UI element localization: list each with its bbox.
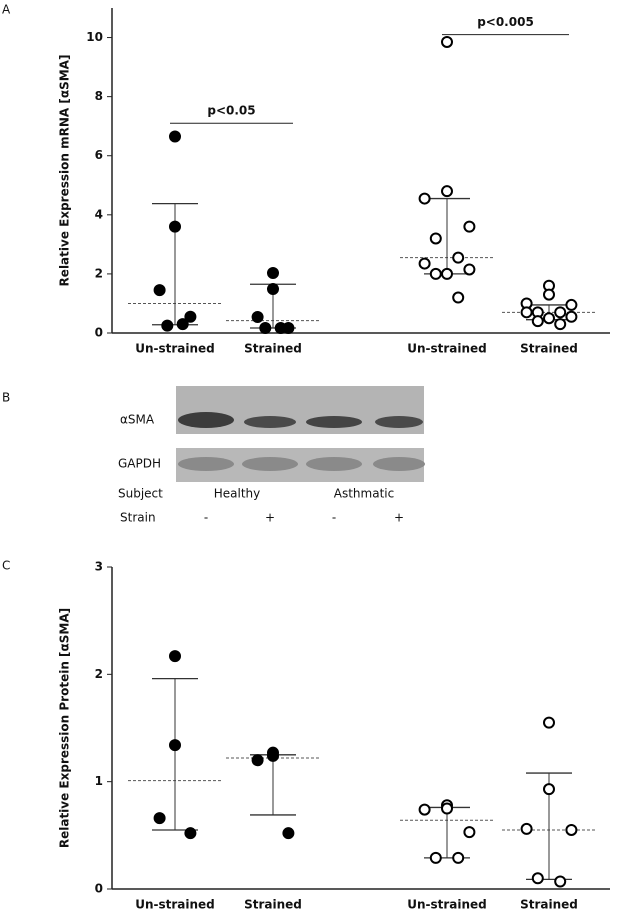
data-point xyxy=(184,310,197,323)
strain-label: Strain xyxy=(120,511,156,525)
strain: + xyxy=(265,511,275,525)
y-tick-label: 3 xyxy=(95,560,103,574)
data-point xyxy=(531,872,544,885)
x-tick-label: Strained xyxy=(520,342,578,356)
y-tick-label: 2 xyxy=(95,667,103,681)
strain: - xyxy=(332,511,336,525)
data-point xyxy=(251,754,264,767)
subject: Asthmatic xyxy=(334,487,394,501)
data-point xyxy=(463,826,476,839)
y-axis-label: Relative Expression Protein [αSMA] xyxy=(58,608,72,848)
data-point xyxy=(543,288,555,301)
y-tick-label: 0 xyxy=(95,326,103,340)
y-tick-label: 2 xyxy=(95,266,103,280)
band xyxy=(244,416,296,428)
x-tick-label: Un-strained xyxy=(135,342,215,356)
band xyxy=(242,457,298,471)
data-point xyxy=(251,311,264,324)
band xyxy=(178,412,234,428)
data-point xyxy=(543,783,555,796)
data-point xyxy=(429,851,442,864)
band xyxy=(373,457,425,471)
panel-label: B xyxy=(2,391,10,405)
band xyxy=(306,457,362,471)
x-tick-label: Strained xyxy=(244,342,302,356)
data-point xyxy=(452,291,465,304)
data-point xyxy=(161,319,174,332)
band xyxy=(375,416,423,428)
blot-row-label: GAPDH xyxy=(118,457,161,471)
data-point xyxy=(554,318,567,331)
data-point xyxy=(441,802,453,815)
data-point xyxy=(543,312,555,325)
panel-label: C xyxy=(2,559,10,573)
y-tick-label: 8 xyxy=(95,89,103,103)
data-point xyxy=(274,321,287,334)
data-point xyxy=(418,257,431,270)
data-point xyxy=(429,267,442,280)
x-tick-label: Un-strained xyxy=(135,898,215,910)
data-point xyxy=(452,851,465,864)
y-tick-label: 4 xyxy=(95,207,103,221)
strain: + xyxy=(394,511,404,525)
data-point xyxy=(452,251,465,264)
data-point xyxy=(169,739,181,752)
data-point xyxy=(543,716,555,729)
data-point xyxy=(267,267,279,280)
blot-row-label: αSMA xyxy=(120,413,155,427)
data-point xyxy=(441,35,453,48)
data-point xyxy=(520,306,533,319)
data-point xyxy=(565,823,578,836)
data-point xyxy=(282,827,295,840)
data-point xyxy=(267,282,279,295)
data-point xyxy=(463,263,476,276)
data-point xyxy=(520,822,533,835)
data-point xyxy=(267,749,279,762)
data-point xyxy=(418,192,431,205)
data-point xyxy=(554,306,567,319)
subject-label: Subject xyxy=(118,487,163,501)
x-tick-label: Un-strained xyxy=(407,898,487,910)
data-point xyxy=(418,803,431,816)
x-tick-label: Strained xyxy=(520,898,578,910)
y-tick-label: 1 xyxy=(95,774,103,788)
data-point xyxy=(554,875,567,888)
panel-label: A xyxy=(2,3,11,17)
y-tick-label: 6 xyxy=(95,148,103,162)
significance-label: p<0.005 xyxy=(477,15,534,29)
y-tick-label: 10 xyxy=(86,30,103,44)
significance-label: p<0.05 xyxy=(207,104,255,118)
data-point xyxy=(259,321,272,334)
data-point xyxy=(565,310,578,323)
data-point xyxy=(153,812,166,825)
band xyxy=(306,416,362,428)
x-tick-label: Strained xyxy=(244,898,302,910)
blot-image xyxy=(176,386,425,482)
y-axis-label: Relative Expression mRNA [αSMA] xyxy=(58,55,72,287)
x-tick-label: Un-strained xyxy=(407,342,487,356)
data-point xyxy=(184,827,197,840)
data-point xyxy=(463,220,476,233)
y-tick-label: 0 xyxy=(95,882,103,896)
data-point xyxy=(531,315,544,328)
data-point xyxy=(429,232,442,245)
data-point xyxy=(169,220,181,233)
data-point xyxy=(169,130,181,143)
strain: - xyxy=(204,511,208,525)
data-point xyxy=(176,318,189,331)
data-point xyxy=(565,298,578,311)
data-point xyxy=(441,185,453,198)
subject: Healthy xyxy=(214,487,261,501)
data-point xyxy=(153,284,166,297)
data-point xyxy=(441,267,453,280)
data-point xyxy=(169,650,181,663)
band xyxy=(178,457,234,471)
